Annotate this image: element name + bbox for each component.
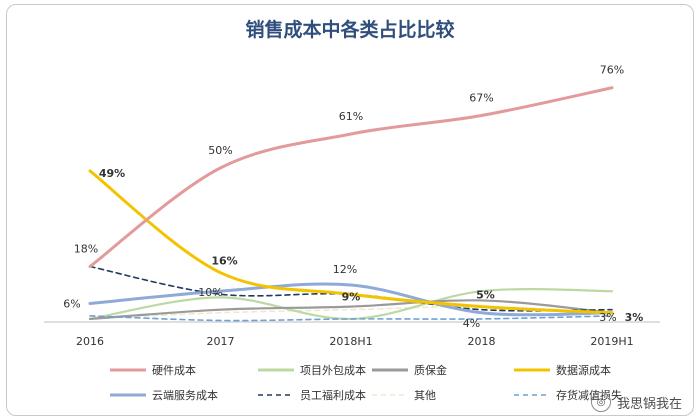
data-label: 3% [625, 311, 644, 324]
data-label: 16% [211, 255, 237, 268]
legend-label: 质保金 [414, 363, 447, 377]
data-label: 67% [469, 91, 493, 104]
x-tick-label: 2017 [207, 335, 235, 348]
chart-frame [6, 4, 694, 416]
data-label: 12% [333, 263, 357, 276]
data-label: 49% [99, 167, 125, 180]
data-label: 76% [600, 64, 624, 77]
series-line-质保金 [88, 299, 614, 321]
data-label: 50% [208, 144, 232, 157]
series-line-云端服务成本 [88, 282, 614, 317]
x-tick-label: 2016 [76, 335, 104, 348]
series-line-存货减值损失 [89, 315, 613, 322]
legend-label: 云端服务成本 [152, 388, 218, 402]
legend-label: 其他 [414, 389, 436, 402]
data-label: 4% [463, 317, 480, 330]
series-line-数据源成本 [88, 169, 614, 315]
data-label: 61% [339, 110, 363, 123]
x-tick-label: 2018H1 [329, 335, 372, 348]
data-label: 5% [476, 289, 495, 302]
x-tick-label: 2019H1 [590, 335, 633, 348]
legend-label: 数据源成本 [556, 363, 611, 377]
data-label: 6% [63, 298, 80, 311]
watermark: ◎ 我思锅我在 [590, 392, 682, 412]
legend-label: 员工福利成本 [300, 388, 366, 402]
data-label: 18% [74, 243, 98, 256]
series-line-硬件成本 [88, 86, 614, 269]
chart-title: 销售成本中各类占比比较 [245, 18, 454, 41]
x-tick-label: 2018 [468, 335, 496, 348]
wechat-icon: ◎ [590, 392, 611, 412]
legend-label: 项目外包成本 [300, 363, 366, 377]
legend-label: 硬件成本 [152, 363, 196, 377]
data-label: 10% [198, 286, 222, 299]
data-label: 9% [342, 290, 361, 303]
watermark-text: 我思锅我在 [616, 396, 682, 412]
data-label: 3% [599, 311, 616, 324]
